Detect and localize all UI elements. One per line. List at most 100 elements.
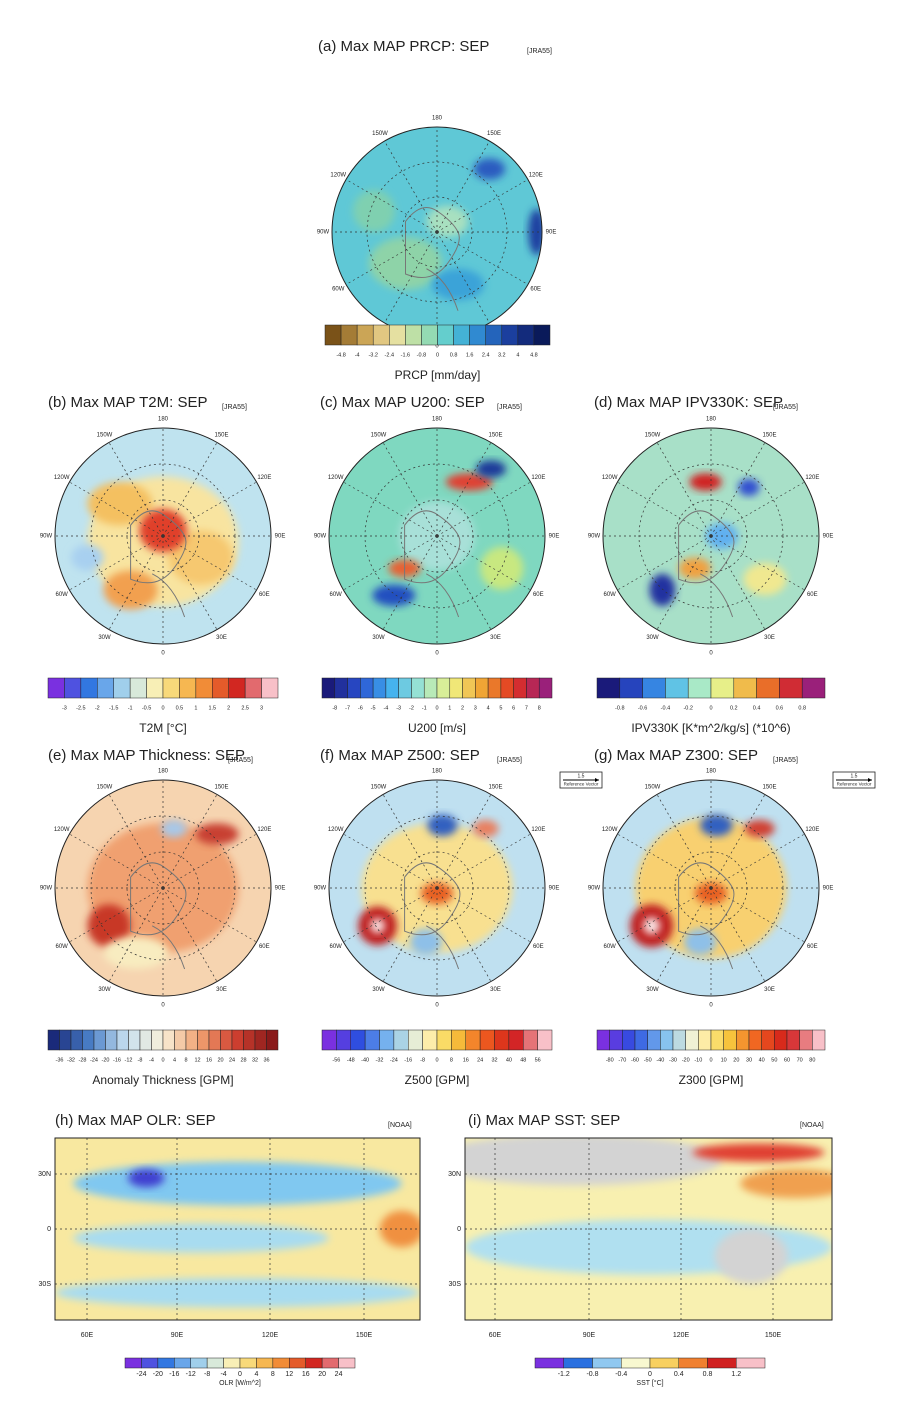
colorbar-box xyxy=(422,1029,438,1051)
colorbar-tick-label: -16 xyxy=(404,1057,412,1063)
lon-label: 120E xyxy=(262,1332,279,1339)
lon-label: 60E xyxy=(533,944,544,950)
colorbar-box xyxy=(113,677,131,699)
lon-label: 90W xyxy=(588,534,601,540)
colorbar-box xyxy=(124,1357,142,1369)
colorbar-box xyxy=(223,1357,241,1369)
colorbar-box xyxy=(494,1029,510,1051)
lon-label: 180 xyxy=(158,417,169,423)
colorbar-box xyxy=(105,1029,118,1051)
reference-arrowhead xyxy=(595,778,599,782)
map-frame xyxy=(54,779,272,997)
colorbar-box xyxy=(517,324,535,346)
colorbar-tick-label: -8 xyxy=(204,1371,210,1378)
colorbar-tick-label: 1.2 xyxy=(731,1371,741,1378)
colorbar-label: OLR [W/m^2] xyxy=(219,1380,261,1387)
gridline xyxy=(617,887,712,943)
colorbar-tick-label: 24 xyxy=(477,1057,483,1063)
colorbar-tick-label: 3.2 xyxy=(498,352,506,358)
colorbar-box xyxy=(220,1029,233,1051)
lon-label: 30E xyxy=(216,987,227,993)
colorbar-box xyxy=(622,1029,636,1051)
colorbar-box xyxy=(774,1029,788,1051)
colorbar-tick-label: -80 xyxy=(606,1057,614,1063)
colorbar-tick-label: 4 xyxy=(487,705,490,711)
gridline xyxy=(69,887,164,943)
field-blob xyxy=(427,814,458,837)
colorbar-tick-label: 1.5 xyxy=(208,705,216,711)
colorbar-tick-label: 32 xyxy=(252,1057,258,1063)
colorbar-box xyxy=(642,677,666,699)
gridline xyxy=(108,794,164,889)
lat-label: 0 xyxy=(457,1226,461,1233)
colorbar-tick-label: -16 xyxy=(113,1057,121,1063)
lon-label: 90W xyxy=(314,886,327,892)
colorbar-box xyxy=(619,677,643,699)
field-blob xyxy=(445,473,494,491)
colorbar-tick-label: -1.6 xyxy=(401,352,410,358)
colorbar-box xyxy=(421,324,438,346)
colorbar-label: PRCP [mm/day] xyxy=(395,368,481,382)
colorbar-box xyxy=(660,1029,674,1051)
colorbar-tick-label: 0.2 xyxy=(730,705,738,711)
colorbar-box xyxy=(748,1029,762,1051)
colorbar-box xyxy=(799,1029,813,1051)
colorbar-label: IPV330K [K*m^2/kg/s] (*10^6) xyxy=(631,721,790,735)
field-blob xyxy=(689,473,722,491)
colorbar-tick-label: 0.8 xyxy=(798,705,806,711)
colorbar-box xyxy=(321,1029,337,1051)
lon-label: 90E xyxy=(275,534,286,540)
field-blob xyxy=(692,1143,825,1162)
colorbar-tick-label: -60 xyxy=(631,1057,639,1063)
colorbar-tick-label: 28 xyxy=(240,1057,246,1063)
lon-label: 120E xyxy=(805,475,819,481)
colorbar-box xyxy=(501,324,519,346)
field-blob xyxy=(103,570,158,610)
colorbar-box xyxy=(162,1029,175,1051)
field-blob xyxy=(472,819,499,838)
colorbar-tick-label: 20 xyxy=(318,1371,326,1378)
colorbar-box xyxy=(272,1357,290,1369)
colorbar-tick-label: -3 xyxy=(396,705,401,711)
lon-label: 60W xyxy=(56,944,69,950)
colorbar-tick-label: -48 xyxy=(347,1057,355,1063)
colorbar-tick-label: 40 xyxy=(759,1057,765,1063)
colorbar-box xyxy=(254,1029,267,1051)
colorbar-box xyxy=(779,677,803,699)
colorbar-box xyxy=(197,1029,210,1051)
colorbar-box xyxy=(523,1029,538,1051)
colorbar-tick-label: -0.8 xyxy=(417,352,426,358)
lon-label: 180 xyxy=(158,769,169,775)
map-frame xyxy=(464,1137,833,1321)
colorbar-tick-label: -4 xyxy=(383,705,388,711)
lon-label: 0 xyxy=(709,651,713,657)
colorbar-box xyxy=(685,1029,699,1051)
lat-label: 30S xyxy=(39,1281,52,1288)
lon-label: 150E xyxy=(214,432,228,438)
colorbar-box xyxy=(761,1029,775,1051)
colorbar-label: U200 [m/s] xyxy=(408,721,466,735)
colorbar-box xyxy=(462,677,476,699)
colorbar-tick-label: 60 xyxy=(784,1057,790,1063)
reference-label: Reference Vector xyxy=(564,782,599,787)
colorbar-box xyxy=(537,1029,553,1051)
data-source: [JRA55] xyxy=(497,404,522,411)
gridline xyxy=(69,833,164,889)
colorbar-box xyxy=(256,1357,274,1369)
field-blob xyxy=(87,482,153,526)
gridline xyxy=(436,887,531,943)
gridline xyxy=(69,535,164,591)
colorbar-tick-label: 4 xyxy=(173,1057,176,1063)
lon-label: 90E xyxy=(275,886,286,892)
colorbar-box xyxy=(449,677,463,699)
gridline xyxy=(617,481,712,537)
lon-label: 30E xyxy=(764,635,775,641)
lon-label: 90E xyxy=(583,1332,596,1339)
gridline xyxy=(436,481,531,537)
colorbar-tick-label: 4 xyxy=(516,352,519,358)
reference-label: Reference Vector xyxy=(837,782,872,787)
colorbar-tick-label: -70 xyxy=(618,1057,626,1063)
field-blob xyxy=(744,819,775,838)
colorbar-box xyxy=(389,324,406,346)
